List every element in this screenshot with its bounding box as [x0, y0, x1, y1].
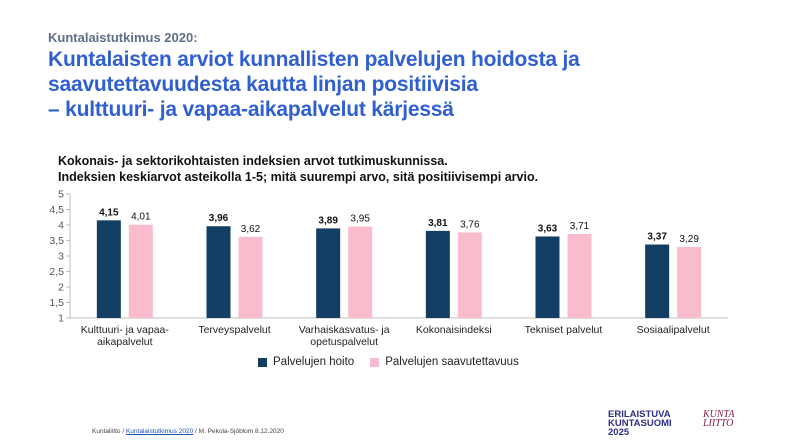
- title-line-3: – kulttuuri- ja vapaa-aikapalvelut kärje…: [48, 98, 454, 121]
- logo1-line-1: ERILAISTUVA: [608, 409, 671, 420]
- bar: [645, 244, 670, 318]
- data-label: 3,76: [460, 219, 480, 230]
- category-label: opetuspalvelut: [310, 336, 378, 348]
- y-tick-label: 1: [58, 313, 64, 325]
- kicker-text: Kuntalaistutkimus 2020:: [48, 30, 198, 45]
- bar: [535, 236, 560, 318]
- data-label: 3,29: [679, 234, 699, 245]
- title-line-1: Kuntalaisten arviot kunnallisten palvelu…: [48, 48, 580, 71]
- chart-subtitle: Kokonais- ja sektorikohtaisten indeksien…: [58, 153, 538, 185]
- legend-item-hoito: Palvelujen hoito: [258, 356, 354, 368]
- data-label: 3,37: [647, 232, 667, 243]
- data-label: 3,89: [318, 215, 338, 226]
- logo1-line-2: KUNTASUOMI: [608, 418, 672, 429]
- y-tick-label: 4: [58, 220, 64, 232]
- logo2-line-2: LIITTO: [703, 418, 734, 429]
- title-line-2: saavutettavuudesta kautta linjan positii…: [48, 73, 478, 96]
- bar: [677, 247, 702, 318]
- footer: Kuntaliitto / Kuntalaistutkimus 2020 / M…: [92, 428, 284, 435]
- category-label: Kokonaisindeksi: [416, 324, 492, 336]
- bar: [567, 233, 592, 318]
- footer-link[interactable]: Kuntalaistutkimus 2020: [125, 428, 194, 435]
- y-tick-label: 2: [58, 282, 64, 294]
- data-label: 3,81: [428, 218, 448, 229]
- y-tick-label: 1,5: [49, 297, 64, 309]
- data-label: 3,95: [350, 214, 370, 225]
- data-label: 3,63: [538, 223, 558, 234]
- bar: [238, 236, 263, 318]
- y-tick-label: 3: [58, 251, 64, 263]
- legend-label-saavutettavuus: Palvelujen saavutettavuus: [385, 356, 519, 368]
- category-label: Kulttuuri- ja vapaa-: [81, 324, 170, 336]
- legend-label-hoito: Palvelujen hoito: [273, 356, 355, 368]
- category-label: Varhaiskasvatus- ja: [299, 324, 390, 336]
- footer-author-date: / M. Pekola-Sjöblom 8.12.2020: [195, 428, 284, 435]
- y-tick-label: 5: [58, 189, 64, 201]
- legend-swatch-hoito: [258, 357, 267, 367]
- logo2-line-1: KUNTA: [703, 409, 735, 420]
- data-label: 4,15: [99, 207, 119, 218]
- bar: [316, 228, 341, 318]
- bar: [96, 220, 121, 318]
- subtitle-line-2: Indeksien keskiarvot asteikolla 1-5; mit…: [58, 170, 539, 184]
- data-label: 4,01: [131, 212, 151, 223]
- bar: [348, 226, 373, 318]
- bar: [128, 224, 153, 318]
- kuntaliitto-logo: KUNTA LIITTO: [703, 409, 735, 429]
- y-tick-label: 2,5: [49, 266, 64, 278]
- footer-org: Kuntaliitto /: [92, 428, 125, 435]
- bar: [206, 226, 231, 318]
- subtitle-line-1: Kokonais- ja sektorikohtaisten indeksien…: [58, 154, 448, 168]
- y-tick-label: 3,5: [49, 235, 64, 247]
- bar: [425, 230, 450, 318]
- data-label: 3,96: [209, 213, 229, 224]
- category-label: aikapalvelut: [97, 336, 153, 348]
- legend-item-saavutettavuus: Palvelujen saavutettavuus: [370, 356, 519, 368]
- y-tick-label: 4,5: [49, 204, 64, 216]
- logo1-line-3: 2025: [608, 427, 630, 438]
- chart-legend: Palvelujen hoito Palvelujen saavutettavu…: [258, 356, 535, 368]
- page-title: Kuntalaisten arviot kunnallisten palvelu…: [48, 47, 748, 122]
- category-label: Tekniset palvelut: [525, 324, 603, 336]
- erilaistuva-kuntasuomi-logo: ERILAISTUVA KUNTASUOMI 2025: [608, 409, 672, 438]
- data-label: 3,62: [241, 224, 261, 235]
- legend-swatch-saavutettavuus: [370, 357, 380, 367]
- category-label: Terveyspalvelut: [198, 324, 270, 336]
- data-label: 3,71: [570, 221, 590, 232]
- category-label: Sosiaalipalvelut: [637, 324, 710, 336]
- bar: [457, 232, 482, 318]
